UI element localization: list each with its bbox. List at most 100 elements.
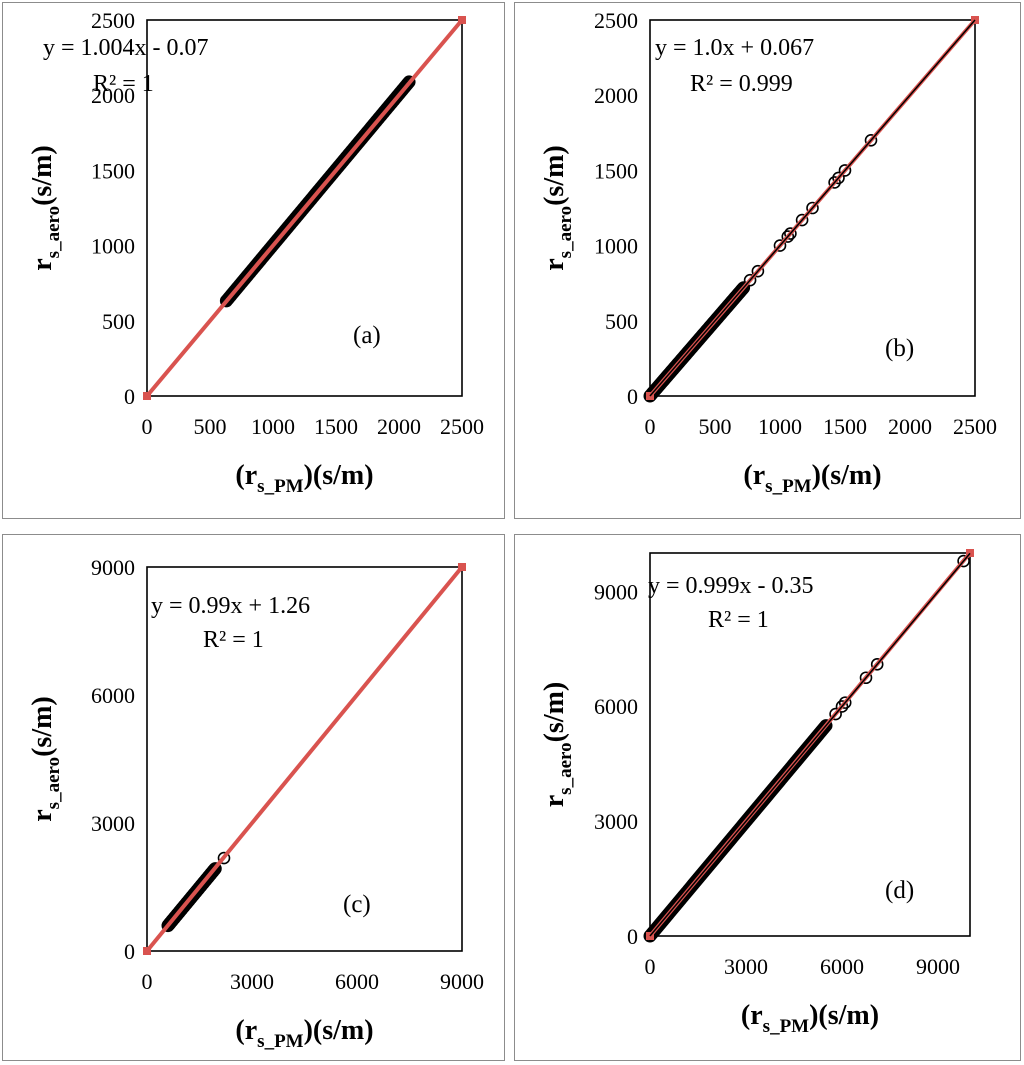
data-point-outlier: [870, 658, 884, 671]
y-axis-label: rs_aero(s/m): [539, 145, 576, 271]
x-axis-label-subscript: s_PM: [257, 1031, 304, 1052]
y-tick-label: 6000: [91, 683, 135, 708]
trendline: [649, 552, 971, 937]
y-axis-label-units: (s/m): [539, 145, 570, 206]
trendline-equation: y = 1.004x - 0.07: [43, 35, 209, 61]
trendline: [649, 19, 976, 397]
r-squared-label: R² = 1: [708, 607, 769, 633]
data-point-outlier: [859, 671, 873, 685]
y-tick-label: 6000: [594, 694, 638, 719]
y-tick-label: 1500: [594, 158, 638, 183]
data-point: [399, 78, 413, 92]
y-axis-label-units: (s/m): [27, 696, 58, 757]
x-axis-label-subscript: s_PM: [765, 476, 812, 497]
r-squared-label: R² = 1: [93, 71, 154, 97]
line-end-marker: [458, 563, 466, 571]
y-tick-label: 500: [102, 309, 135, 334]
data-point-outlier: [781, 230, 795, 243]
y-tick-label: 2000: [594, 83, 638, 108]
data-point-outlier: [795, 213, 809, 227]
data-point-outlier: [751, 264, 765, 278]
x-axis-label-units: )(s/m): [809, 1000, 879, 1031]
line-end-marker: [966, 549, 974, 557]
x-tick-label: 2500: [953, 414, 997, 439]
data-points: [643, 719, 833, 943]
x-axis-label-main: (r: [743, 460, 765, 491]
x-tick-label: 9000: [440, 969, 484, 994]
data-point-outlier: [829, 707, 842, 721]
data-point-outlier: [835, 700, 849, 713]
y-axis-label-subscript: s_aero: [555, 742, 576, 794]
y-tick-label: 9000: [91, 555, 135, 580]
data-point: [819, 719, 833, 733]
x-axis-label: (rs_PM)(s/m): [743, 460, 881, 497]
line-end-marker: [646, 392, 654, 400]
y-axis-label-subscript: s_aero: [43, 206, 64, 258]
x-tick-label: 2500: [440, 414, 484, 439]
data-point-outlier: [784, 227, 797, 240]
x-axis-label-main: (r: [741, 1000, 763, 1031]
chart-svg-d: 0 3000 6000 9000 0 3000 6000 9000 y = 0.999x - 0…: [539, 549, 974, 1037]
data-point-outlier: [864, 134, 878, 147]
x-axis-label-units: )(s/m): [304, 460, 374, 491]
data-point: [402, 75, 416, 89]
trendline-equation: y = 1.0x + 0.067: [655, 35, 814, 61]
y-axis-label-main: r: [539, 795, 570, 807]
x-tick-label: 0: [142, 414, 153, 439]
data-point: [737, 281, 751, 295]
data-points: [161, 862, 222, 933]
panel-label: (c): [343, 891, 371, 918]
panel-label: (b): [885, 335, 914, 362]
y-tick-label: 0: [124, 384, 135, 409]
data-point: [816, 722, 830, 736]
x-axis-label-subscript: s_PM: [257, 476, 304, 497]
y-tick-label: 2500: [91, 8, 135, 33]
data-point-outlier: [743, 273, 757, 287]
chart-panel-a: 0 500 1000 1500 2000 2500 0 500 1000 1500 2000 2500…: [2, 2, 505, 519]
y-axis-label-subscript: s_aero: [555, 206, 576, 258]
x-tick-label: 500: [699, 414, 732, 439]
r-squared-label: R² = 1: [203, 627, 264, 653]
chart-svg-b: 0 500 1000 1500 2000 2500 0 500 1000 1500 2000 2500…: [539, 8, 997, 497]
x-tick-label: 0: [645, 414, 656, 439]
r-squared-label: R² = 0.999: [690, 71, 793, 97]
data-point-outlier: [957, 554, 970, 568]
y-axis-label: rs_aero(s/m): [539, 682, 576, 808]
y-tick-label: 9000: [594, 579, 638, 604]
y-axis-label-units: (s/m): [539, 682, 570, 743]
y-tick-label: 2000: [91, 83, 135, 108]
data-point: [818, 720, 832, 734]
trendline-equation: y = 0.99x + 1.26: [151, 593, 310, 619]
y-axis-label-main: r: [539, 258, 570, 270]
plot-area: [649, 19, 976, 397]
trendline-equation: y = 0.999x - 0.35: [648, 573, 814, 599]
y-tick-label: 3000: [91, 811, 135, 836]
y-tick-label: 1000: [594, 234, 638, 259]
x-axis-label-subscript: s_PM: [763, 1016, 810, 1037]
plot-area: [146, 19, 463, 397]
y-axis-label-subscript: s_aero: [43, 757, 64, 809]
y-tick-label: 500: [605, 309, 638, 334]
line-end-marker: [458, 16, 466, 24]
y-tick-label: 3000: [594, 809, 638, 834]
x-tick-label: 0: [142, 969, 153, 994]
x-tick-label: 2000: [377, 414, 421, 439]
x-tick-label: 500: [194, 414, 227, 439]
x-tick-label: 1000: [758, 414, 802, 439]
y-tick-label: 2500: [594, 8, 638, 33]
line-end-marker: [143, 392, 151, 400]
chart-panel-b: 0 500 1000 1500 2000 2500 0 500 1000 1500 2000 2500…: [514, 2, 1021, 519]
line-end-marker: [143, 947, 151, 955]
data-point-outlier: [217, 851, 231, 865]
x-tick-label: 1500: [314, 414, 358, 439]
data-point-outlier: [806, 201, 819, 215]
x-tick-label: 6000: [335, 969, 379, 994]
chart-panel-d: 0 3000 6000 9000 0 3000 6000 9000 y = 0.999x - 0…: [514, 534, 1021, 1061]
y-tick-label: 0: [627, 924, 638, 949]
y-axis-label: rs_aero(s/m): [27, 696, 64, 822]
one-to-one-line: [145, 18, 464, 398]
one-to-one-line: [145, 565, 464, 953]
x-tick-label: 2000: [888, 414, 932, 439]
data-point: [401, 76, 415, 90]
x-tick-label: 1000: [251, 414, 295, 439]
